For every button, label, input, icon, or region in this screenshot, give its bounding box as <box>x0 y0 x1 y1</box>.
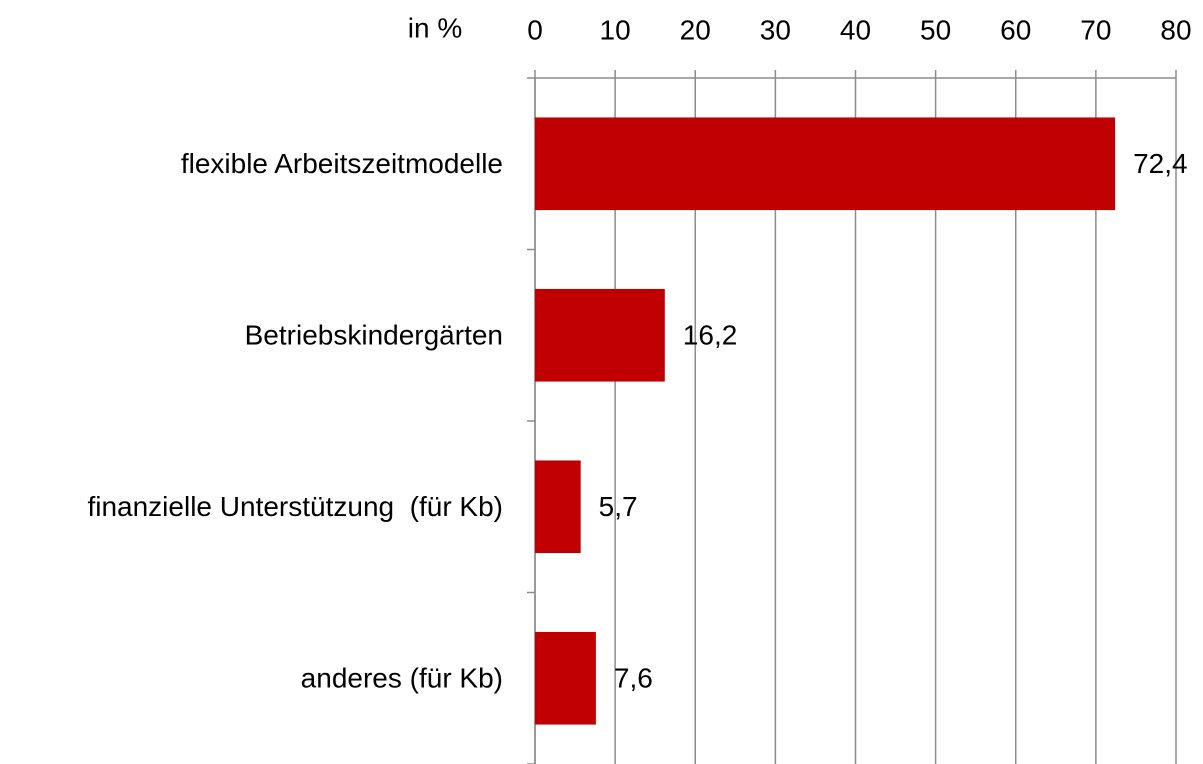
x-tick-label: 20 <box>680 14 711 45</box>
y-tick-label: finanzielle Unterstützung (für Kb) <box>87 491 503 522</box>
value-label: 7,6 <box>614 663 653 694</box>
x-tick-label: 0 <box>527 14 543 45</box>
x-tick-label: 10 <box>600 14 631 45</box>
x-tick-label: 80 <box>1160 14 1191 45</box>
x-tick-label: 40 <box>840 14 871 45</box>
y-tick-label: Betriebskindergärten <box>245 320 503 351</box>
bar <box>535 117 1116 211</box>
bar <box>535 460 581 554</box>
x-tick-label: 30 <box>760 14 791 45</box>
value-label: 72,4 <box>1133 148 1188 179</box>
axis-label: in % <box>408 12 462 43</box>
y-tick-label: flexible Arbeitszeitmodelle <box>181 148 503 179</box>
x-tick-label: 60 <box>1000 14 1031 45</box>
value-label: 5,7 <box>599 491 638 522</box>
bar <box>535 631 596 725</box>
x-tick-label: 50 <box>920 14 951 45</box>
value-label: 16,2 <box>683 320 738 351</box>
bar <box>535 288 665 382</box>
x-tick-label: 70 <box>1080 14 1111 45</box>
y-tick-label: anderes (für Kb) <box>301 663 503 694</box>
